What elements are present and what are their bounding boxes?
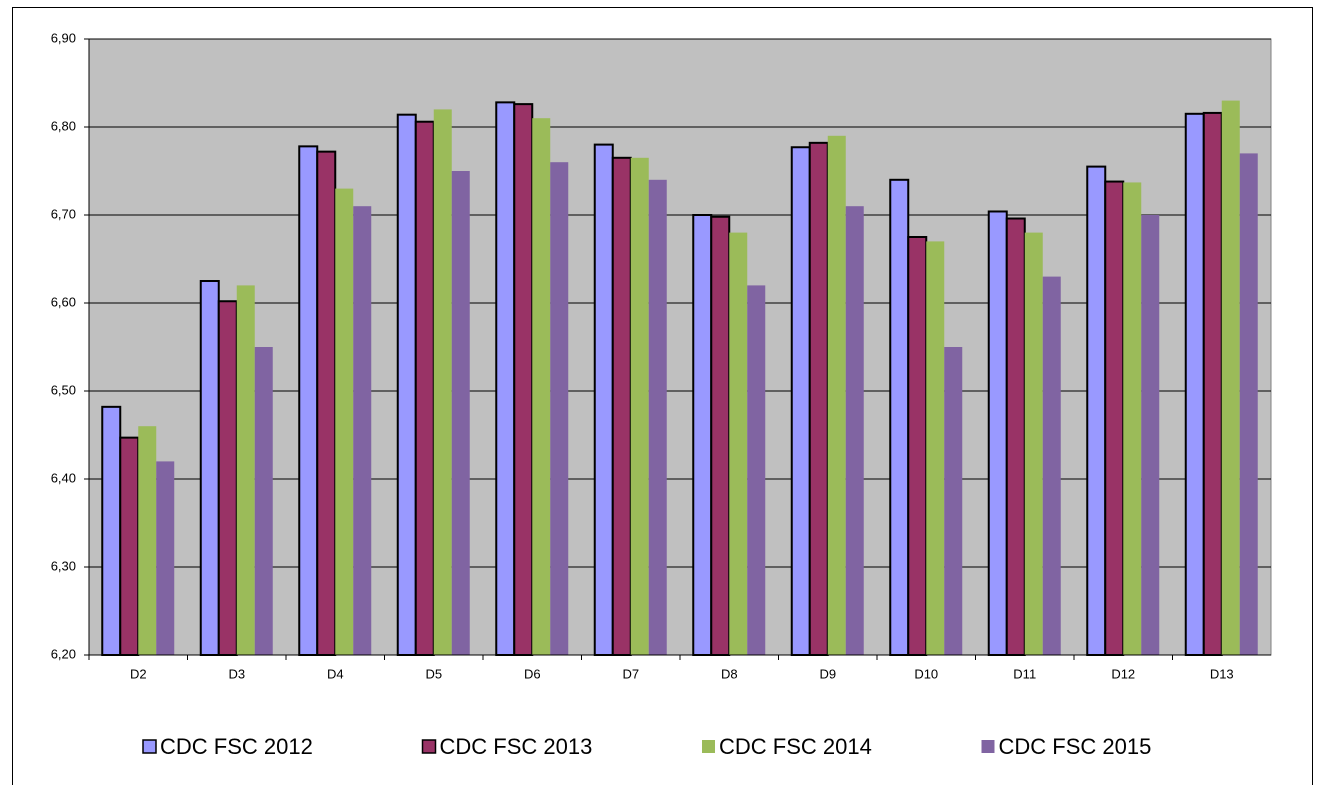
bar — [907, 236, 928, 656]
bar — [926, 241, 945, 655]
y-tick-label: 6,70 — [51, 206, 76, 221]
legend-label: CDC FSC 2013 — [440, 734, 593, 759]
bar — [1086, 165, 1107, 656]
x-tick-label: D12 — [1111, 666, 1135, 681]
bar — [1024, 232, 1043, 655]
bar — [1202, 111, 1223, 657]
bar — [353, 206, 372, 655]
bar — [889, 178, 910, 657]
bar — [790, 146, 811, 657]
bar — [217, 300, 238, 656]
bar — [513, 103, 534, 657]
y-tick-label: 6,40 — [51, 470, 76, 485]
legend-swatch — [981, 740, 995, 753]
bar — [298, 145, 319, 657]
bar — [593, 143, 614, 656]
bar — [550, 162, 569, 655]
legend-swatch — [702, 740, 715, 753]
bar — [692, 214, 713, 656]
bar — [495, 101, 516, 657]
bar — [101, 405, 122, 656]
y-tick-label: 6,80 — [51, 118, 76, 133]
bar — [729, 232, 748, 655]
y-tick-label: 6,50 — [51, 382, 76, 397]
bar — [944, 347, 963, 655]
x-tick-label: D5 — [425, 666, 442, 681]
bar — [396, 113, 417, 657]
bar — [236, 285, 255, 655]
bar — [532, 118, 551, 655]
bar — [630, 157, 649, 656]
bar — [1123, 182, 1142, 655]
y-tick-label: 6,20 — [51, 646, 76, 661]
bar — [414, 120, 435, 657]
bar — [747, 285, 766, 655]
x-tick-label: D11 — [1013, 666, 1036, 681]
bar — [1184, 112, 1205, 657]
x-tick-label: D2 — [130, 666, 147, 681]
bar — [845, 206, 864, 655]
bar — [433, 109, 452, 655]
bar — [1141, 215, 1160, 655]
bar — [316, 150, 337, 656]
bar — [156, 461, 175, 655]
bar — [1042, 276, 1061, 655]
x-tick-label: D6 — [524, 666, 541, 681]
bar — [335, 188, 354, 655]
bar — [1239, 153, 1258, 655]
bar — [648, 179, 667, 656]
bar — [119, 436, 140, 657]
y-tick-label: 6,30 — [51, 558, 76, 573]
bar — [710, 215, 731, 656]
bar — [1104, 180, 1125, 656]
y-tick-label: 6,90 — [51, 30, 76, 45]
bar — [451, 171, 470, 655]
bar — [138, 426, 157, 655]
legend-swatch — [421, 739, 437, 754]
y-tick-label: 6,60 — [51, 294, 76, 309]
legend-label: CDC FSC 2012 — [160, 734, 313, 759]
x-tick-label: D4 — [327, 666, 344, 681]
x-tick-label: D9 — [819, 666, 836, 681]
x-tick-label: D3 — [228, 666, 245, 681]
legend-swatch — [142, 739, 157, 754]
bar — [199, 280, 220, 656]
x-tick-label: D7 — [622, 666, 639, 681]
x-tick-label: D8 — [721, 666, 738, 681]
x-tick-label: D10 — [914, 666, 938, 681]
bar — [611, 156, 632, 657]
plot-area — [88, 38, 1272, 656]
x-tick-label: D13 — [1210, 666, 1234, 681]
bar — [987, 210, 1008, 656]
bar — [1221, 100, 1240, 656]
bar — [808, 141, 829, 656]
legend-label: CDC FSC 2015 — [999, 734, 1152, 759]
bar — [1005, 217, 1026, 657]
legend-label: CDC FSC 2014 — [719, 734, 872, 759]
bar — [254, 347, 273, 655]
bar — [827, 135, 846, 656]
